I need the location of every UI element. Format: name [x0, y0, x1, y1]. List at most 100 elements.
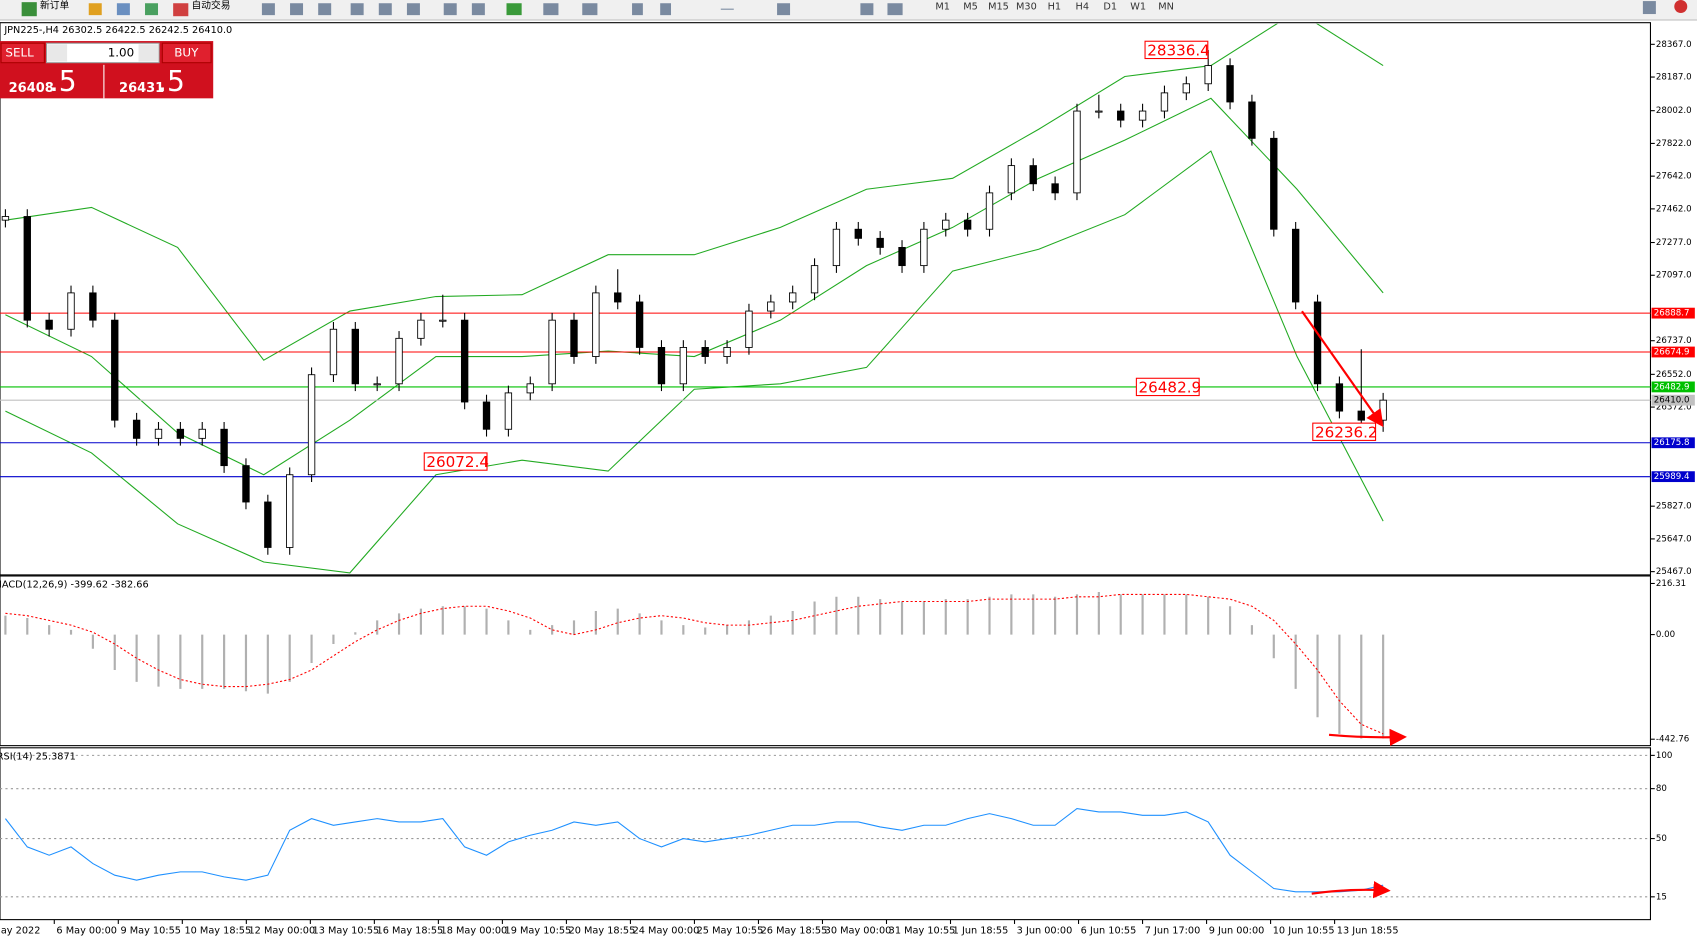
y-tick-label: 25467.0 [1656, 567, 1692, 577]
y-tick-label: 27097.0 [1656, 271, 1692, 281]
tool-icon[interactable] [443, 3, 457, 16]
tool-icon[interactable] [145, 3, 159, 16]
new-order-icon[interactable] [21, 2, 37, 17]
x-tick-label: 24 May 00:00 [633, 925, 700, 936]
annotation: 26482.9 [1139, 379, 1202, 397]
annotation-box [1135, 377, 1200, 397]
tool-icon[interactable] [88, 3, 102, 16]
y-tick-label: 25827.0 [1656, 502, 1692, 512]
tool-icon[interactable] [887, 3, 903, 16]
ask-pips[interactable]: .5 [158, 65, 185, 98]
bid-pips[interactable]: .5 [50, 65, 77, 98]
tool-icon[interactable] [660, 3, 672, 16]
candle-body [657, 347, 666, 385]
candle-body [198, 428, 206, 439]
tool-icon[interactable] [582, 3, 598, 16]
candle-body [1291, 228, 1300, 303]
candle-body [111, 319, 119, 421]
x-tick-label: 3 Jun 00:00 [1017, 925, 1073, 936]
candle-body [1051, 183, 1059, 194]
tool-icon[interactable] [543, 3, 559, 16]
tool-icon[interactable] [290, 3, 304, 16]
x-tick-label: May 2022 [0, 925, 40, 936]
timeframe-button[interactable]: M15 [988, 1, 1009, 12]
candle-body [1095, 110, 1103, 113]
timeframe-button[interactable]: D1 [1103, 1, 1117, 12]
buy-button[interactable] [161, 42, 212, 64]
candle-body [1335, 383, 1344, 412]
candle-body [132, 419, 141, 439]
tool-icon[interactable] [350, 3, 364, 16]
macd-pane [0, 575, 1652, 747]
new-order-button[interactable]: 新订单 [40, 0, 69, 11]
tool-icon[interactable] [261, 3, 275, 16]
one-click-trading: SELL 1.00 BUY 26408 .5 26431 .5 [0, 41, 214, 99]
candle-body [67, 292, 75, 330]
timeframe-button[interactable]: H1 [1048, 1, 1062, 12]
timeframe-button[interactable]: M30 [1016, 1, 1037, 12]
alert-icon[interactable] [1674, 0, 1688, 13]
buy-label[interactable]: BUY [174, 45, 199, 59]
candle-body [701, 347, 709, 357]
candle-body [876, 237, 884, 248]
level-label: 26674.9 [1654, 348, 1690, 358]
level-tag [1651, 394, 1695, 406]
auto-trading-icon[interactable] [173, 3, 189, 17]
tool-icon[interactable] [632, 3, 643, 16]
sell-button[interactable] [0, 42, 45, 64]
candle-body [1029, 165, 1037, 185]
timeframe-button[interactable]: M1 [935, 1, 950, 12]
tool-icon[interactable] [318, 3, 332, 16]
timeframe-button[interactable]: W1 [1130, 1, 1146, 12]
toolbar-icons [261, 0, 1688, 16]
tool-icon[interactable] [471, 3, 485, 16]
search-icon[interactable] [1642, 1, 1656, 15]
tool-icon[interactable] [777, 3, 791, 16]
timeframe-button[interactable]: H4 [1076, 1, 1090, 12]
level-label: 26888.7 [1654, 309, 1690, 319]
macd-plot [4, 592, 1385, 739]
x-tick-label: 30 May 00:00 [825, 925, 892, 936]
timeframe-button[interactable]: M5 [963, 1, 978, 12]
tool-icon[interactable] [860, 3, 874, 16]
bid-price[interactable]: 26408 [9, 81, 54, 96]
candle-body [1248, 101, 1256, 139]
ask-price[interactable]: 26431 [119, 81, 164, 96]
y-tick-label: 50 [1656, 834, 1667, 844]
x-tick-label: 25 May 10:55 [697, 925, 764, 936]
candle-body [45, 319, 53, 330]
tool-icon[interactable] [406, 3, 420, 16]
x-tick-label: 26 May 18:55 [761, 925, 828, 936]
sell-label[interactable]: SELL [5, 45, 34, 59]
candle-body [767, 301, 775, 312]
main-plot [0, 23, 1651, 574]
lots-down[interactable] [47, 44, 68, 62]
lots-up[interactable] [138, 44, 159, 62]
lots-value[interactable]: 1.00 [108, 45, 134, 59]
candle-body [854, 228, 862, 239]
candle-body [832, 228, 841, 267]
candle-body [460, 319, 469, 403]
rsi-pane [0, 747, 1652, 921]
tool-icon[interactable] [506, 3, 522, 16]
tool-icon[interactable] [378, 3, 392, 16]
annotation: 26072.4 [426, 453, 489, 471]
macd-signal [5, 593, 1384, 735]
y-tick-label: 80 [1656, 784, 1667, 794]
candle-body [1160, 92, 1169, 112]
x-tick-label: 6 Jun 10:55 [1081, 925, 1137, 936]
auto-trading-button[interactable]: 自动交易 [192, 0, 231, 11]
tool-icon[interactable] [116, 3, 130, 16]
timeframe-button[interactable]: MN [1158, 1, 1174, 12]
y-tick-label: 26552.0 [1656, 370, 1692, 380]
candle-body [942, 219, 950, 230]
candle-body [810, 265, 819, 294]
y-tick-label: 28002.0 [1656, 106, 1692, 116]
candle-body [1204, 65, 1212, 85]
tool-icon[interactable] [720, 8, 734, 10]
candle-body [1313, 301, 1322, 385]
lots-input[interactable] [45, 42, 160, 64]
candle-body [1117, 110, 1125, 121]
